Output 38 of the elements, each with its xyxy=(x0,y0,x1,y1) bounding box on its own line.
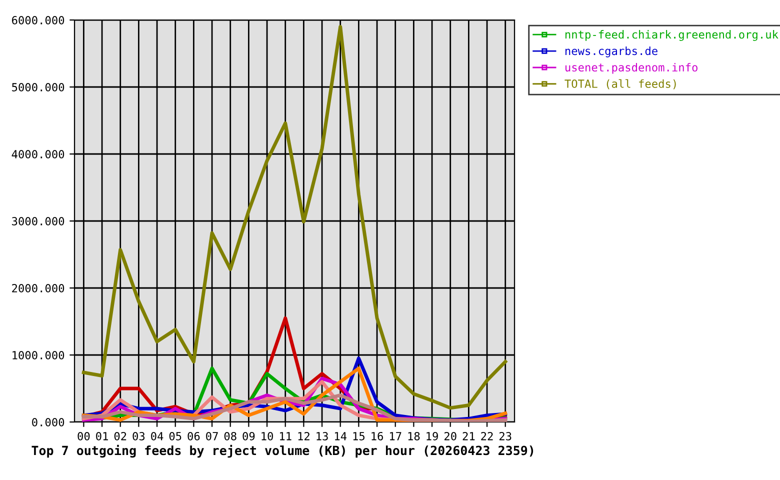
legend-label: news.cgarbs.de xyxy=(565,46,658,58)
x-tick-label: 14 xyxy=(335,432,347,440)
x-tick-label: 12 xyxy=(298,432,310,440)
legend-label: nntp-feed.chiark.greenend.org.uk xyxy=(565,30,778,41)
x-tick-label: 06 xyxy=(188,432,200,440)
x-tick-label: 21 xyxy=(462,432,475,440)
x-tick-label: 05 xyxy=(169,432,182,440)
x-tick-label: 07 xyxy=(206,432,218,440)
text: Top 7 outgoing feeds by reject volume (KB) per hour (20260423 2359) xyxy=(32,444,534,458)
y-tick-label: 3000.000 xyxy=(12,217,64,226)
y-tick-label: 4000.000 xyxy=(12,150,64,158)
y-tick-label: 6000.000 xyxy=(12,16,64,24)
x-tick-label: 01 xyxy=(96,432,108,440)
x-tick-label: 02 xyxy=(114,432,126,440)
x-tick-label: 16 xyxy=(372,432,383,440)
y-tick-label: 5000.000 xyxy=(12,83,64,92)
x-tick-label: 22 xyxy=(481,432,493,440)
y-tick-label: 1000.000 xyxy=(12,351,64,360)
x-tick-label: 10 xyxy=(262,432,273,440)
line-series xyxy=(82,393,508,422)
line-series xyxy=(82,24,508,410)
x-tick-label: 04 xyxy=(151,432,164,440)
x-tick-label: 23 xyxy=(499,432,512,440)
x-tick-label: 18 xyxy=(408,432,420,440)
x-tick-label: 09 xyxy=(242,432,255,440)
x-tick-label: 20 xyxy=(444,432,456,440)
x-tick-label: 13 xyxy=(316,432,328,440)
legend-label: usenet.pasdenom.info xyxy=(565,62,698,74)
x-tick-label: 00 xyxy=(78,432,90,440)
y-tick-label: 0.000 xyxy=(32,418,64,426)
x-tick-label: 03 xyxy=(132,432,145,440)
x-tick-label: 11 xyxy=(280,432,292,440)
legend-label: TOTAL (all feeds) xyxy=(564,79,676,90)
x-tick-label: 17 xyxy=(390,432,402,440)
y-tick-label: 2000.000 xyxy=(12,284,64,292)
x-tick-label: 15 xyxy=(353,432,364,440)
x-tick-label: 19 xyxy=(426,432,438,440)
x-tick-label: 08 xyxy=(224,432,236,440)
